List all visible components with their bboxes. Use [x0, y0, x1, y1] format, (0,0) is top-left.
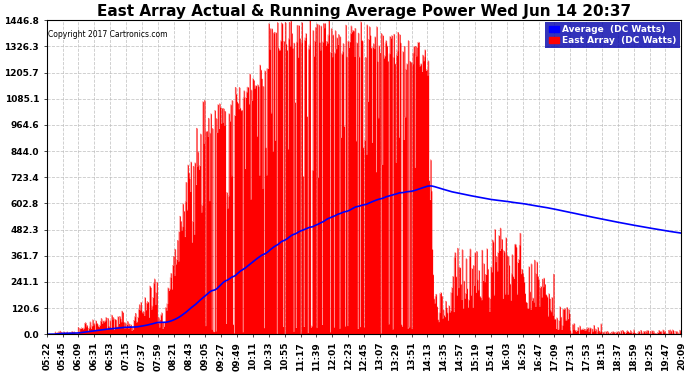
- Text: Copyright 2017 Cartronics.com: Copyright 2017 Cartronics.com: [48, 30, 168, 39]
- Title: East Array Actual & Running Average Power Wed Jun 14 20:37: East Array Actual & Running Average Powe…: [97, 4, 631, 19]
- Legend: Average  (DC Watts), East Array  (DC Watts): Average (DC Watts), East Array (DC Watts…: [545, 22, 680, 48]
